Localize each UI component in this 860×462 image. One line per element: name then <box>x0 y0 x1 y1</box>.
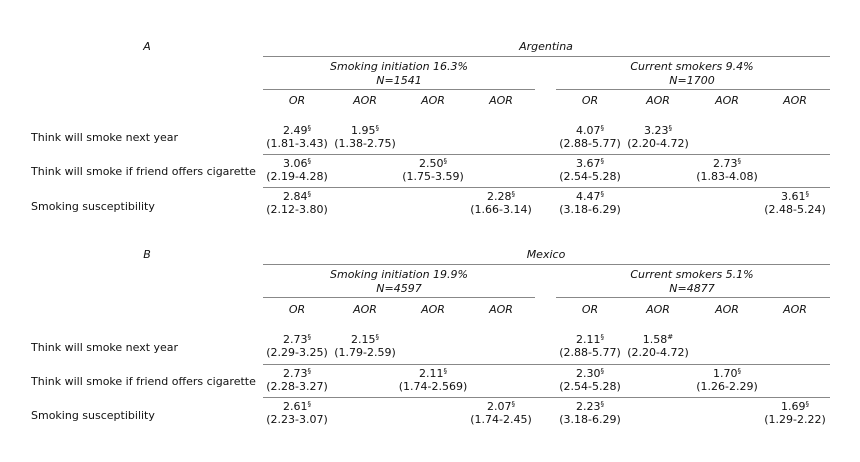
col-label: AOR <box>489 303 513 316</box>
group-n: N=1700 <box>669 74 715 87</box>
group-title: Smoking initiation 19.9% <box>329 268 469 281</box>
rule <box>263 154 830 155</box>
rule <box>263 297 535 298</box>
group-n: N=4597 <box>376 282 422 295</box>
table-cell: 3.61§ (2.48-5.24) <box>764 190 826 216</box>
row-label: Smoking susceptibility <box>31 200 155 213</box>
group-n: N=4877 <box>669 282 715 295</box>
rule <box>556 89 830 90</box>
rule <box>263 264 830 265</box>
table-cell: 1.58# (2.20-4.72) <box>627 333 689 359</box>
col-label: OR <box>581 94 599 107</box>
table-cell: 2.61§ (2.23-3.07) <box>266 400 328 426</box>
col-label: OR <box>288 303 306 316</box>
table-cell: 2.73§ (1.83-4.08) <box>696 157 758 183</box>
row-label: Think will smoke next year <box>31 341 179 354</box>
rule <box>263 364 830 365</box>
col-label: AOR <box>715 303 739 316</box>
table-cell: 2.07§ (1.74-2.45) <box>470 400 532 426</box>
col-label: AOR <box>646 94 670 107</box>
table-cell: 2.84§ (2.12-3.80) <box>266 190 328 216</box>
group-title: Smoking initiation 16.3% <box>329 60 469 73</box>
table-cell: 3.67§ (2.54-5.28) <box>559 157 621 183</box>
table-cell: 1.69§ (1.29-2.22) <box>764 400 826 426</box>
table-cell: 2.30§ (2.54-5.28) <box>559 367 621 393</box>
table-cell: 4.07§ (2.88-5.77) <box>559 124 621 150</box>
col-label: AOR <box>421 303 445 316</box>
rule <box>556 297 830 298</box>
table-cell: 1.95§ (1.38-2.75) <box>334 124 396 150</box>
col-label: AOR <box>489 94 513 107</box>
rule <box>263 56 830 57</box>
col-label: OR <box>581 303 599 316</box>
table-cell: 2.73§ (2.29-3.25) <box>266 333 328 359</box>
rule <box>263 187 830 188</box>
table-cell: 2.73§ (2.28-3.27) <box>266 367 328 393</box>
table-cell: 3.23§ (2.20-4.72) <box>627 124 689 150</box>
table-cell: 2.49§ (1.81-3.43) <box>266 124 328 150</box>
panel-letter: A <box>143 40 151 53</box>
group-title: Current smokers 5.1% <box>630 268 754 281</box>
country-title: Mexico <box>526 248 566 261</box>
table-cell: 2.23§ (3.18-6.29) <box>559 400 621 426</box>
rule <box>263 89 535 90</box>
col-label: AOR <box>353 94 377 107</box>
table-cell: 2.28§ (1.66-3.14) <box>470 190 532 216</box>
col-label: AOR <box>783 303 807 316</box>
col-label: OR <box>288 94 306 107</box>
row-label: Think will smoke next year <box>31 131 179 144</box>
col-label: AOR <box>353 303 377 316</box>
group-title: Current smokers 9.4% <box>630 60 754 73</box>
col-label: AOR <box>646 303 670 316</box>
row-label: Think will smoke if friend offers cigare… <box>31 165 256 178</box>
table-cell: 2.15§ (1.79-2.59) <box>334 333 396 359</box>
table-cell: 4.47§ (3.18-6.29) <box>559 190 621 216</box>
rule <box>263 397 830 398</box>
table-cell: 2.11§ (2.88-5.77) <box>559 333 621 359</box>
col-label: AOR <box>783 94 807 107</box>
table-cell: 2.11§ (1.74-2.569) <box>398 367 468 393</box>
col-label: AOR <box>421 94 445 107</box>
country-title: Argentina <box>519 40 573 53</box>
row-label: Think will smoke if friend offers cigare… <box>31 375 256 388</box>
table-cell: 1.70§ (1.26-2.29) <box>696 367 758 393</box>
col-label: AOR <box>715 94 739 107</box>
panel-letter: B <box>143 248 151 261</box>
row-label: Smoking susceptibility <box>31 409 155 422</box>
group-n: N=1541 <box>376 74 422 87</box>
table-cell: 3.06§ (2.19-4.28) <box>266 157 328 183</box>
table-cell: 2.50§ (1.75-3.59) <box>402 157 464 183</box>
